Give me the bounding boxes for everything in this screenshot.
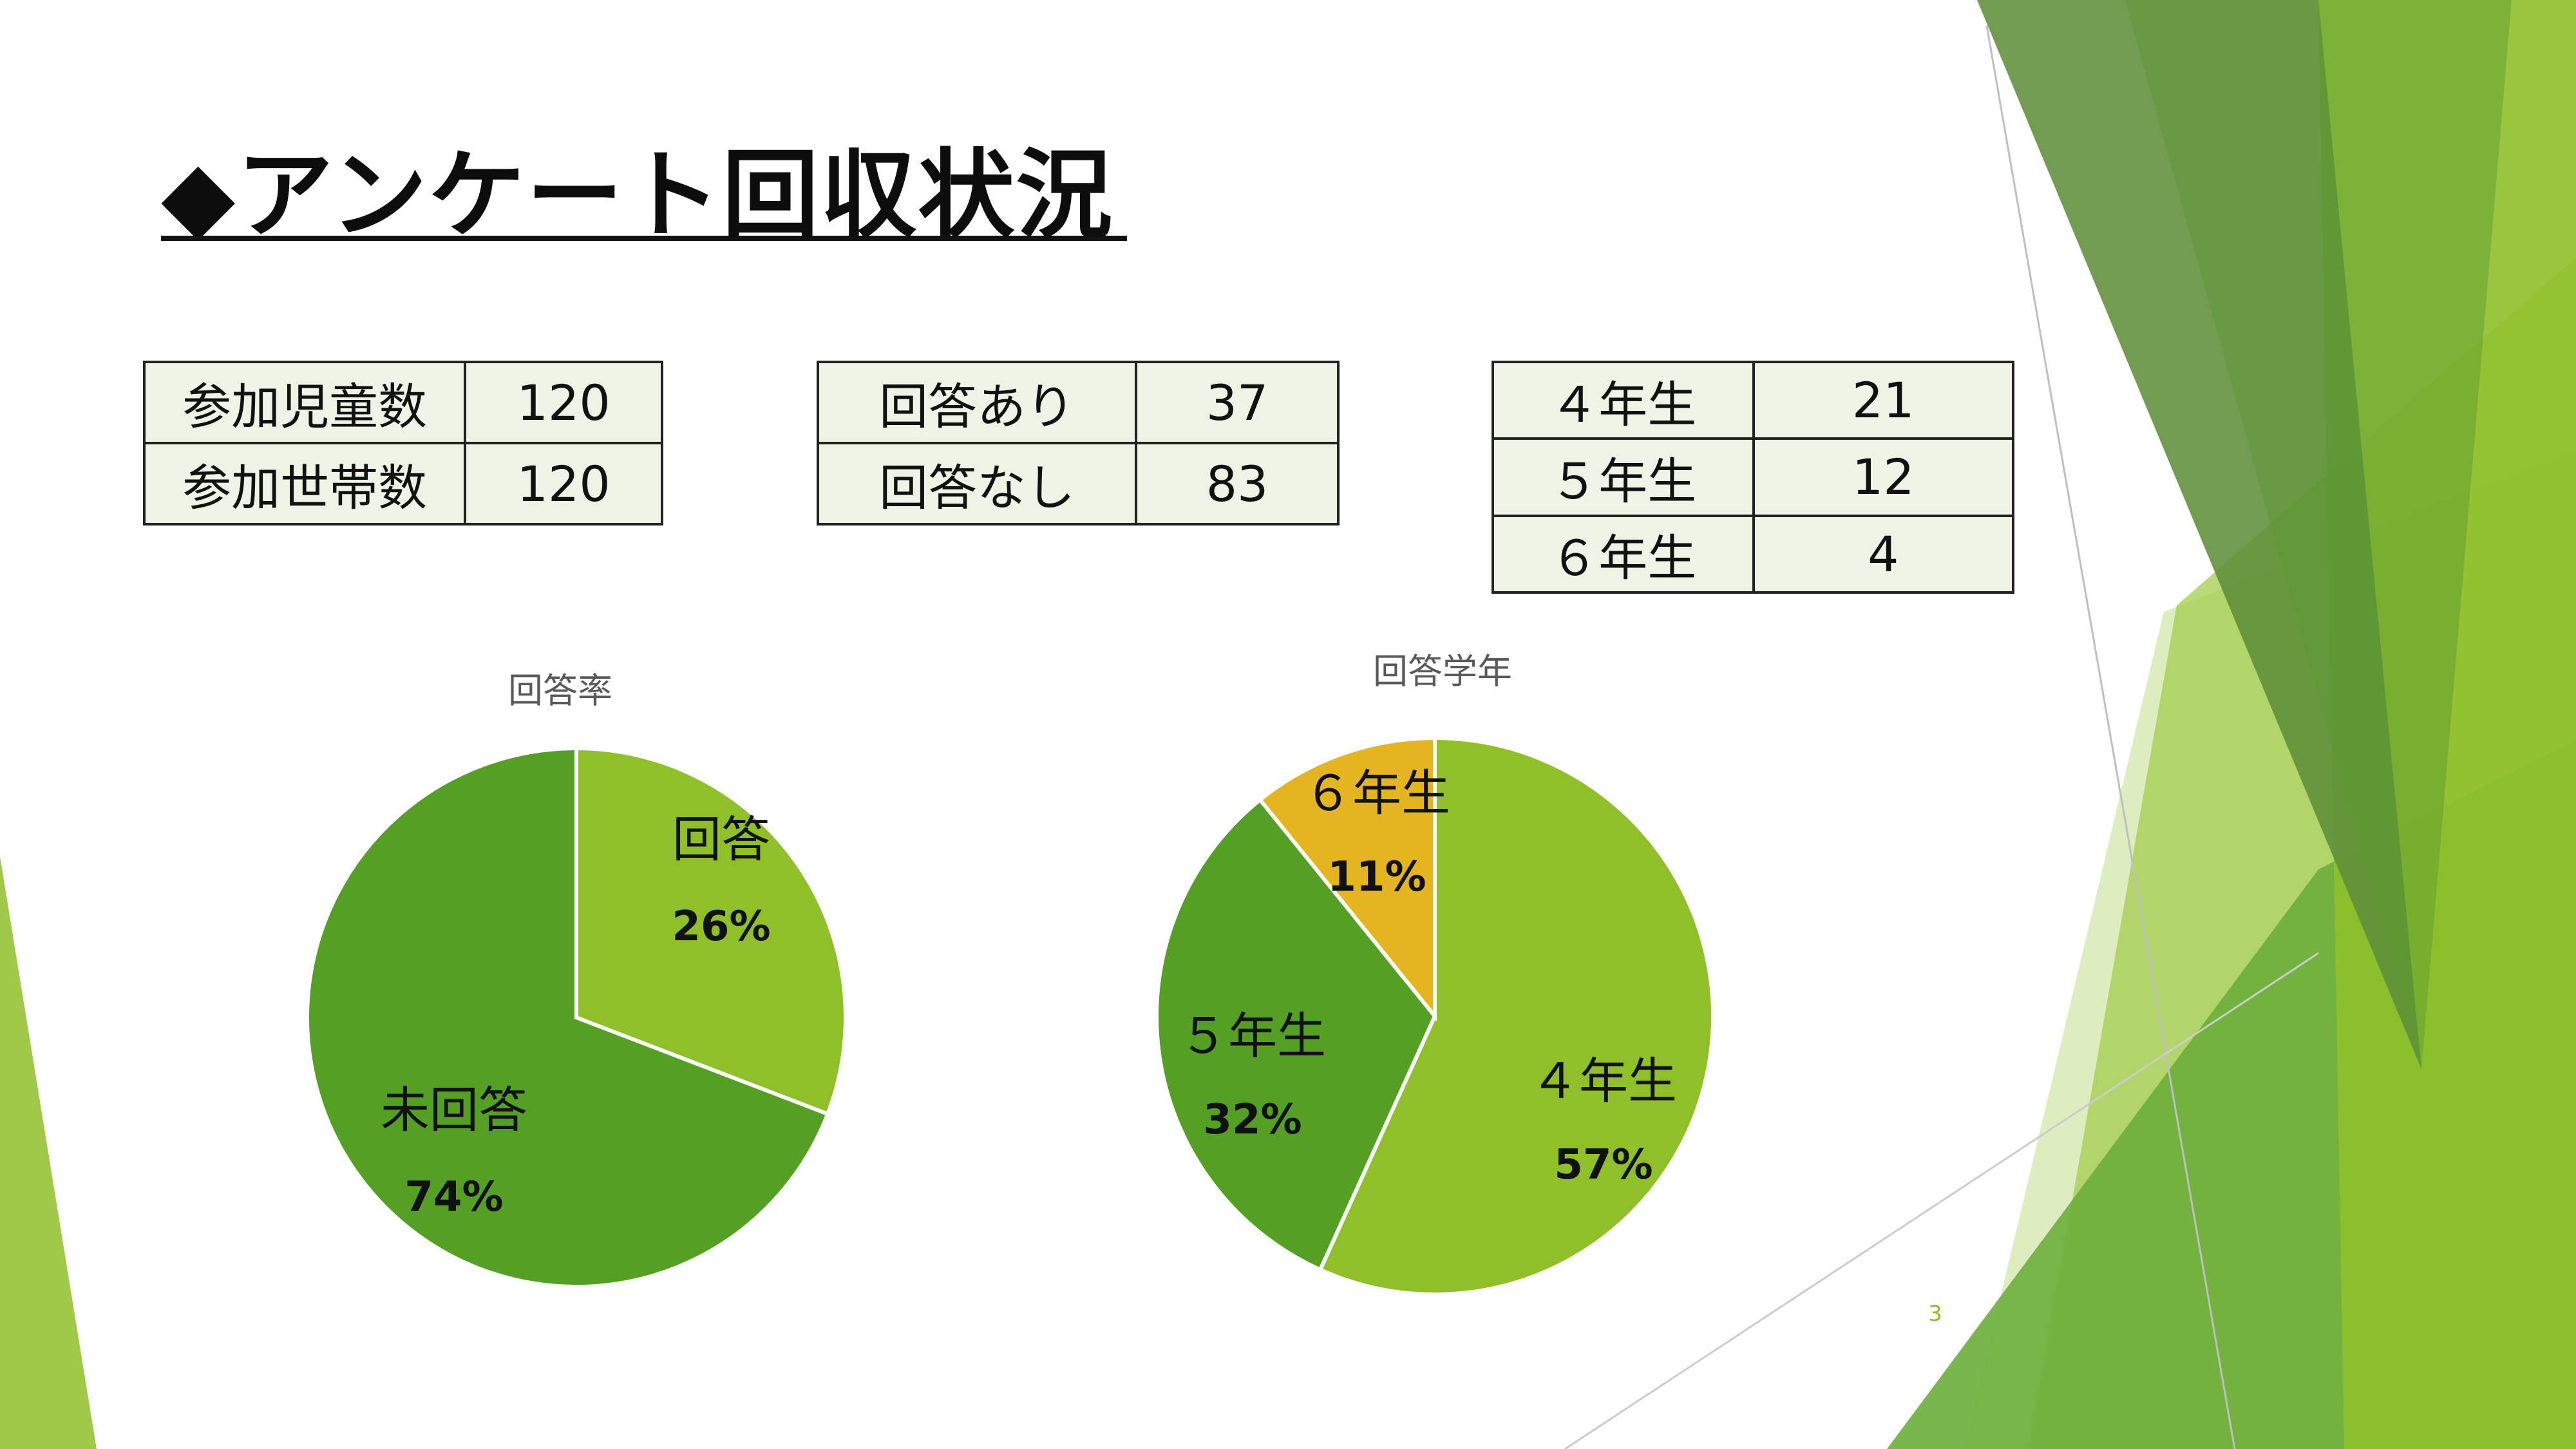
slice-label: ５年生 xyxy=(1179,1007,1326,1065)
table-cell-label: 参加児童数 xyxy=(142,361,467,444)
table-cell-value: 21 xyxy=(1752,360,2015,440)
participants-table: 参加児童数 120 参加世帯数 120 xyxy=(142,361,663,526)
grades-table: ４年生 21 ５年生 12 ６年生 4 xyxy=(1492,360,2015,594)
decor-right-band xyxy=(2318,0,2576,1449)
decor-shade-band xyxy=(2125,0,2512,1069)
table-row: 回答なし 83 xyxy=(816,442,1340,526)
slice-percent-label: 74% xyxy=(404,1173,503,1221)
table-row: ５年生 12 xyxy=(1492,437,2015,517)
grade-chart-title: 回答学年 xyxy=(1373,651,1512,692)
slice-label: ６年生 xyxy=(1303,764,1450,822)
decor-line-1 xyxy=(1985,25,2236,1449)
slice-label: 未回答 xyxy=(381,1081,527,1139)
page-number: 3 xyxy=(1928,1301,1942,1327)
slice-percent-label: 26% xyxy=(672,903,770,951)
decor-line-2 xyxy=(1564,952,2319,1449)
pie-slice xyxy=(1257,735,1437,1022)
slice-label: 回答 xyxy=(672,811,770,868)
table-cell-value: 12 xyxy=(1752,437,2015,517)
table-row: 参加世帯数 120 xyxy=(142,442,663,526)
title-underline xyxy=(161,236,1127,241)
table-row: ６年生 4 xyxy=(1492,514,2015,594)
table-cell-value: 4 xyxy=(1752,514,2015,594)
table-cell-value: 120 xyxy=(464,361,663,444)
table-cell-label: ４年生 xyxy=(1492,360,1755,440)
table-cell-label: 回答あり xyxy=(816,361,1138,444)
table-row: 回答あり 37 xyxy=(816,361,1340,444)
table-cell-label: 参加世帯数 xyxy=(142,442,467,526)
table-cell-label: ６年生 xyxy=(1492,514,1755,594)
table-cell-label: 回答なし xyxy=(816,442,1138,526)
slice-percent-label: 32% xyxy=(1203,1096,1302,1144)
decor-dark-band xyxy=(1977,0,2421,1069)
table-cell-value: 120 xyxy=(464,442,663,526)
pie-slice xyxy=(305,746,831,1289)
slice-label: ４年生 xyxy=(1530,1052,1677,1110)
table-row: 参加児童数 120 xyxy=(142,361,663,444)
table-cell-value: 37 xyxy=(1135,361,1340,444)
slide-title: ◆アンケート回収状況 xyxy=(161,139,1114,252)
responses-table: 回答あり 37 回答なし 83 xyxy=(816,361,1340,526)
response-rate-chart-title: 回答率 xyxy=(508,670,612,711)
pie-slice xyxy=(1155,797,1437,1273)
pie-slice xyxy=(574,746,848,1117)
table-row: ４年生 21 xyxy=(1492,360,2015,440)
table-cell-value: 83 xyxy=(1135,442,1340,526)
table-cell-label: ５年生 xyxy=(1492,437,1755,517)
pie-slice xyxy=(1318,735,1715,1296)
slice-percent-label: 11% xyxy=(1327,853,1426,901)
slice-percent-label: 57% xyxy=(1554,1141,1653,1189)
decor-left-stripe xyxy=(0,857,97,1449)
